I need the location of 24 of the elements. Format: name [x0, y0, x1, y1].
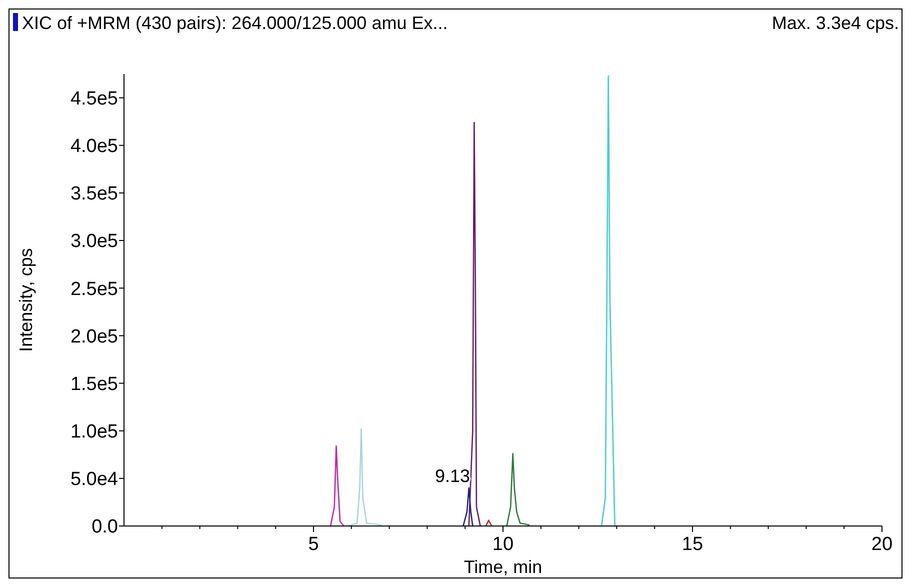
x-tick-label: 5	[308, 534, 319, 555]
annotation: 9.13	[434, 466, 470, 486]
y-tick-label: 4.5e5	[70, 88, 118, 110]
line-series	[468, 122, 481, 527]
chart-title: XIC of +MRM (430 pairs): 264.000/125.000 amu Ex...	[22, 13, 448, 33]
x-axis-title: Time, min	[464, 557, 542, 577]
y-tick-label: 3.5e5	[70, 184, 118, 205]
y-tick-label: 2.5e5	[70, 278, 118, 300]
y-tick-label: 3.0e5	[70, 231, 118, 252]
chart-subtitle: Max. 3.3e4 cps.	[772, 13, 899, 33]
y-tick-label: 4.0e5	[70, 136, 118, 158]
x-tick-label: 15	[682, 534, 704, 555]
y-tick-label: 5.0e4	[70, 469, 118, 490]
y-tick-label: 1.0e5	[70, 421, 118, 442]
y-axis-title: Intensity, cps	[16, 248, 36, 352]
line-series	[506, 453, 530, 527]
x-tick-label: 20	[871, 534, 893, 555]
y-tick-label: 2.0e5	[70, 326, 118, 348]
x-tick-label: 10	[492, 534, 514, 555]
y-tick-label: 1.5e5	[70, 374, 118, 395]
y-tick-label: 0.0	[92, 516, 118, 538]
line-series	[330, 445, 344, 527]
line-series	[600, 75, 616, 527]
line-series	[346, 428, 382, 527]
